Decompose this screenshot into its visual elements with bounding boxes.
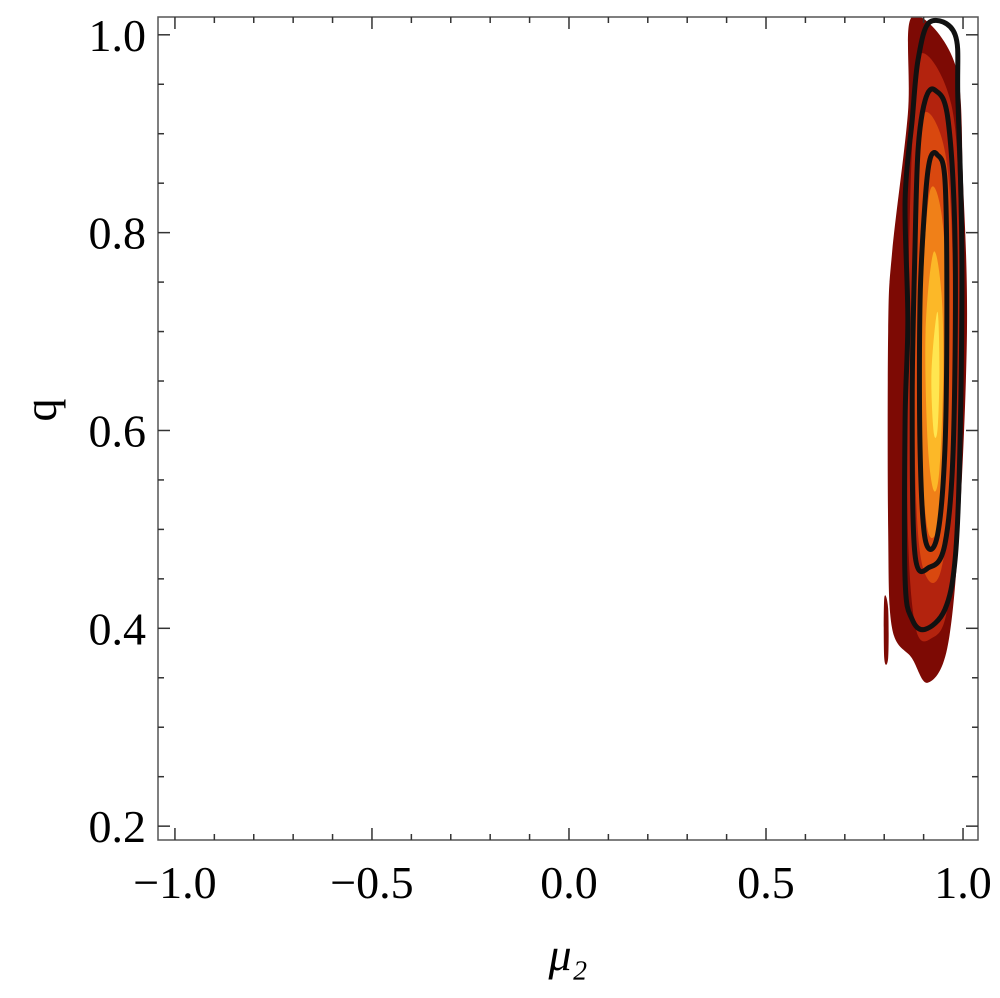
density-region — [883, 595, 889, 665]
y-tick-label: 0.4 — [89, 603, 147, 654]
x-tick-label: −0.5 — [330, 857, 413, 908]
y-axis-label: q — [15, 399, 66, 422]
y-tick-label: 1.0 — [89, 10, 147, 61]
x-tick-label: 0.5 — [737, 857, 795, 908]
contour-line — [916, 150, 950, 552]
x-tick-label: −1.0 — [133, 857, 216, 908]
density-layer — [883, 17, 968, 683]
x-tick-label: 0.0 — [540, 857, 598, 908]
plot-frame — [157, 16, 979, 841]
y-tick-label: 0.6 — [89, 405, 147, 456]
density-region — [931, 311, 940, 438]
contour-line — [901, 17, 965, 633]
y-tick-label: 0.2 — [89, 801, 147, 852]
x-axis-label: μ₂ — [547, 929, 587, 980]
contour-line — [909, 86, 958, 575]
x-tick-label: 1.0 — [934, 857, 992, 908]
y-tick-label: 0.8 — [89, 208, 147, 259]
